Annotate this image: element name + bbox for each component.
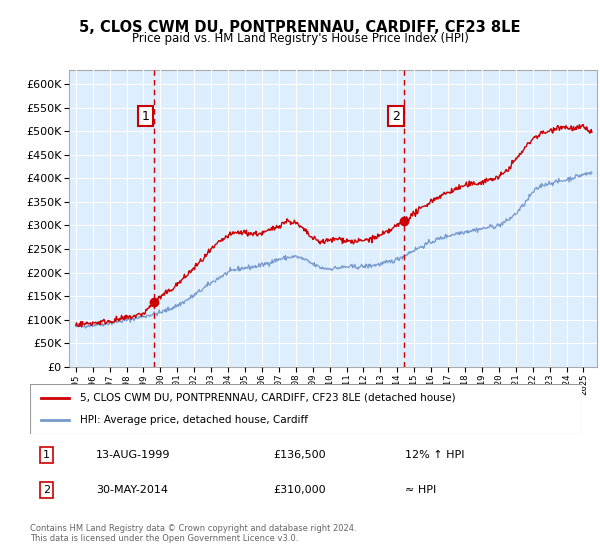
Text: £136,500: £136,500 — [273, 450, 326, 460]
Text: Contains HM Land Registry data © Crown copyright and database right 2024.
This d: Contains HM Land Registry data © Crown c… — [30, 524, 356, 543]
Text: 5, CLOS CWM DU, PONTPRENNAU, CARDIFF, CF23 8LE: 5, CLOS CWM DU, PONTPRENNAU, CARDIFF, CF… — [79, 20, 521, 35]
Text: £310,000: £310,000 — [273, 485, 326, 495]
Text: 5, CLOS CWM DU, PONTPRENNAU, CARDIFF, CF23 8LE (detached house): 5, CLOS CWM DU, PONTPRENNAU, CARDIFF, CF… — [80, 393, 455, 403]
FancyBboxPatch shape — [30, 384, 582, 434]
Text: HPI: Average price, detached house, Cardiff: HPI: Average price, detached house, Card… — [80, 415, 308, 425]
Text: 13-AUG-1999: 13-AUG-1999 — [96, 450, 171, 460]
Text: ≈ HPI: ≈ HPI — [406, 485, 437, 495]
Text: 1: 1 — [43, 450, 50, 460]
Text: 2: 2 — [392, 110, 400, 123]
Text: 12% ↑ HPI: 12% ↑ HPI — [406, 450, 465, 460]
Text: Price paid vs. HM Land Registry's House Price Index (HPI): Price paid vs. HM Land Registry's House … — [131, 32, 469, 45]
Text: 2: 2 — [43, 485, 50, 495]
Text: 30-MAY-2014: 30-MAY-2014 — [96, 485, 168, 495]
Text: 1: 1 — [142, 110, 149, 123]
